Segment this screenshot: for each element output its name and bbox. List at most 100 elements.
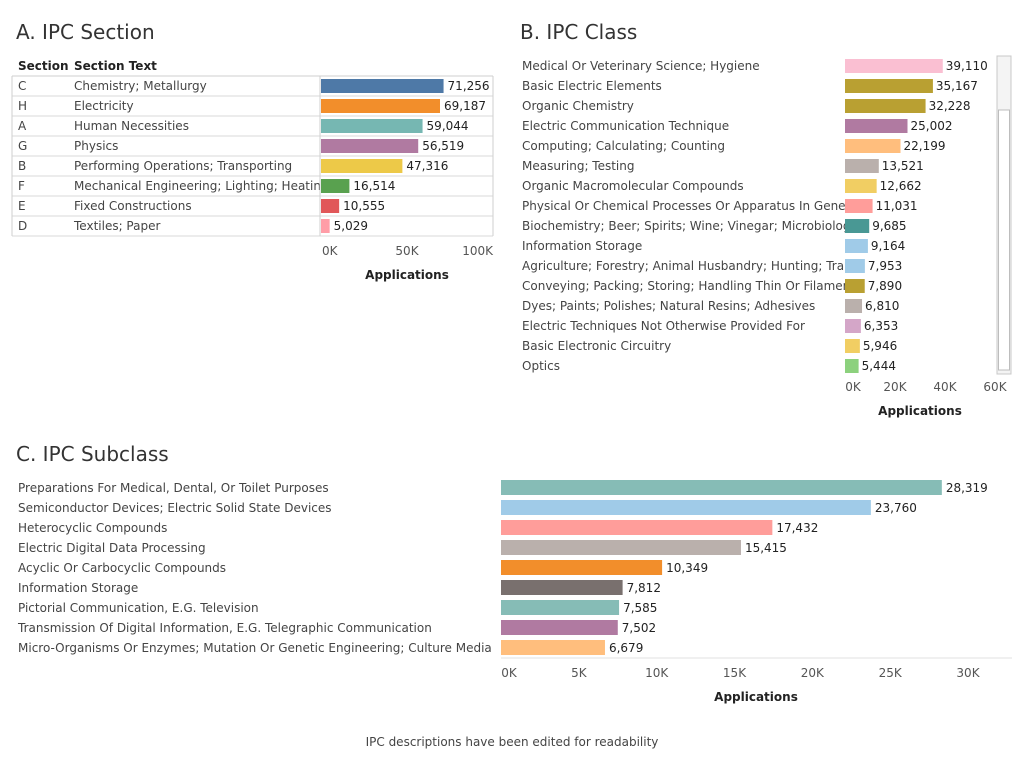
subclass-bar[interactable]: [501, 480, 942, 495]
class-value-label: 12,662: [880, 179, 922, 193]
subclass-value-label: 15,415: [745, 541, 787, 555]
subclass-x-tick-label: 15K: [723, 666, 747, 680]
subclass-bar[interactable]: [501, 500, 871, 515]
class-bar[interactable]: [845, 239, 868, 253]
class-x-tick-label: 20K: [883, 380, 907, 394]
class-bar[interactable]: [845, 219, 870, 233]
class-x-axis-title: Applications: [878, 404, 962, 418]
subclass-bar[interactable]: [501, 640, 605, 655]
class-category-label: Basic Electronic Circuitry: [522, 339, 671, 353]
class-category-label: Biochemistry; Beer; Spirits; Wine; Vineg…: [522, 219, 858, 233]
section-x-axis-title: Applications: [365, 268, 449, 282]
section-text-label: Electricity: [74, 99, 134, 113]
subclass-x-tick-label: 20K: [801, 666, 825, 680]
class-bar[interactable]: [845, 359, 859, 373]
subclass-value-label: 23,760: [875, 501, 917, 515]
class-bar[interactable]: [845, 99, 926, 113]
class-value-label: 6,353: [864, 319, 898, 333]
class-bar[interactable]: [845, 139, 901, 153]
section-code-label: E: [18, 199, 26, 213]
subclass-value-label: 7,585: [623, 601, 657, 615]
section-text-label: Performing Operations; Transporting: [74, 159, 292, 173]
class-bar[interactable]: [845, 79, 933, 93]
class-category-label: Organic Chemistry: [522, 99, 634, 113]
subclass-value-label: 7,812: [627, 581, 661, 595]
class-bar[interactable]: [845, 279, 865, 293]
class-value-label: 5,444: [862, 359, 896, 373]
subclass-x-tick-label: 5K: [571, 666, 588, 680]
subclass-bar[interactable]: [501, 620, 618, 635]
section-text-label: Human Necessities: [74, 119, 189, 133]
class-value-label: 32,228: [929, 99, 971, 113]
subclass-bar[interactable]: [501, 540, 741, 555]
class-scrollbar-thumb[interactable]: [998, 109, 1010, 371]
subclass-category-label: Information Storage: [18, 581, 138, 595]
subclass-x-axis-title: Applications: [714, 690, 798, 704]
class-value-label: 5,946: [863, 339, 897, 353]
section-code-label: A: [18, 119, 27, 133]
section-code-label: F: [18, 179, 25, 193]
class-value-label: 22,199: [903, 139, 945, 153]
section-code-label: C: [18, 79, 26, 93]
subclass-x-tick-label: 30K: [956, 666, 980, 680]
class-category-label: Electric Communication Technique: [522, 119, 729, 133]
class-category-label: Physical Or Chemical Processes Or Appara…: [522, 199, 861, 213]
class-chart-title: B. IPC Class: [520, 20, 638, 44]
section-code-label: H: [18, 99, 27, 113]
subclass-value-label: 28,319: [946, 481, 988, 495]
subclass-bar[interactable]: [501, 560, 663, 575]
subclass-category-label: Electric Digital Data Processing: [18, 541, 206, 555]
section-bar[interactable]: [321, 79, 444, 93]
footnote: IPC descriptions have been edited for re…: [365, 735, 659, 749]
subclass-bar[interactable]: [501, 600, 620, 615]
section-x-tick-label: 50K: [395, 244, 419, 258]
class-value-label: 39,110: [946, 59, 988, 73]
section-bar[interactable]: [321, 99, 441, 113]
subclass-category-label: Heterocyclic Compounds: [18, 521, 167, 535]
class-bar[interactable]: [845, 119, 908, 133]
section-value-label: 69,187: [444, 99, 486, 113]
section-x-tick-label: 0K: [322, 244, 339, 258]
class-category-label: Basic Electric Elements: [522, 79, 662, 93]
class-bar[interactable]: [845, 259, 865, 273]
class-bar[interactable]: [845, 299, 863, 313]
section-bar[interactable]: [321, 179, 350, 193]
section-chart-title: A. IPC Section: [16, 20, 155, 44]
class-value-label: 25,002: [911, 119, 953, 133]
class-bar[interactable]: [845, 339, 860, 353]
section-code-label: D: [18, 219, 27, 233]
section-value-label: 71,256: [448, 79, 490, 93]
class-bar[interactable]: [845, 59, 943, 73]
class-bar[interactable]: [845, 199, 873, 213]
section-text-column-header: Section Text: [74, 59, 157, 73]
class-category-label: Medical Or Veterinary Science; Hygiene: [522, 59, 760, 73]
class-x-tick-label: 40K: [933, 380, 957, 394]
class-bar[interactable]: [845, 179, 877, 193]
subclass-value-label: 6,679: [609, 641, 643, 655]
subclass-category-label: Semiconductor Devices; Electric Solid St…: [18, 501, 332, 515]
section-bar[interactable]: [321, 219, 330, 233]
class-bar[interactable]: [845, 319, 861, 333]
section-bar[interactable]: [321, 159, 403, 173]
subclass-bar[interactable]: [501, 520, 773, 535]
section-value-label: 56,519: [422, 139, 464, 153]
class-x-tick-label: 0K: [845, 380, 862, 394]
class-category-label: Organic Macromolecular Compounds: [522, 179, 744, 193]
class-value-label: 7,953: [868, 259, 902, 273]
section-bar[interactable]: [321, 199, 340, 213]
subclass-bar[interactable]: [501, 580, 623, 595]
class-value-label: 7,890: [868, 279, 902, 293]
section-bar[interactable]: [321, 139, 419, 153]
section-bar[interactable]: [321, 119, 423, 133]
subclass-x-tick-label: 25K: [879, 666, 903, 680]
class-value-label: 11,031: [876, 199, 918, 213]
section-value-label: 47,316: [406, 159, 448, 173]
section-code-label: G: [18, 139, 27, 153]
class-category-label: Agriculture; Forestry; Animal Husbandry;…: [522, 259, 859, 273]
class-bar[interactable]: [845, 159, 879, 173]
subclass-value-label: 10,349: [666, 561, 708, 575]
subclass-chart-title: C. IPC Subclass: [16, 442, 169, 466]
subclass-category-label: Micro-Organisms Or Enzymes; Mutation Or …: [18, 641, 492, 655]
class-category-label: Conveying; Packing; Storing; Handling Th…: [522, 279, 863, 293]
